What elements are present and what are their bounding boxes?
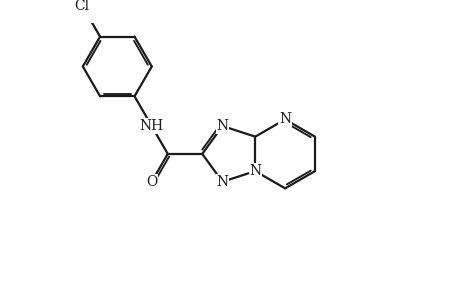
- Text: N: N: [216, 119, 228, 133]
- Text: N: N: [279, 112, 291, 126]
- Text: N: N: [249, 164, 261, 178]
- Text: NH: NH: [140, 119, 163, 133]
- Text: Cl: Cl: [74, 0, 90, 13]
- Text: O: O: [146, 175, 157, 189]
- Text: N: N: [216, 175, 228, 189]
